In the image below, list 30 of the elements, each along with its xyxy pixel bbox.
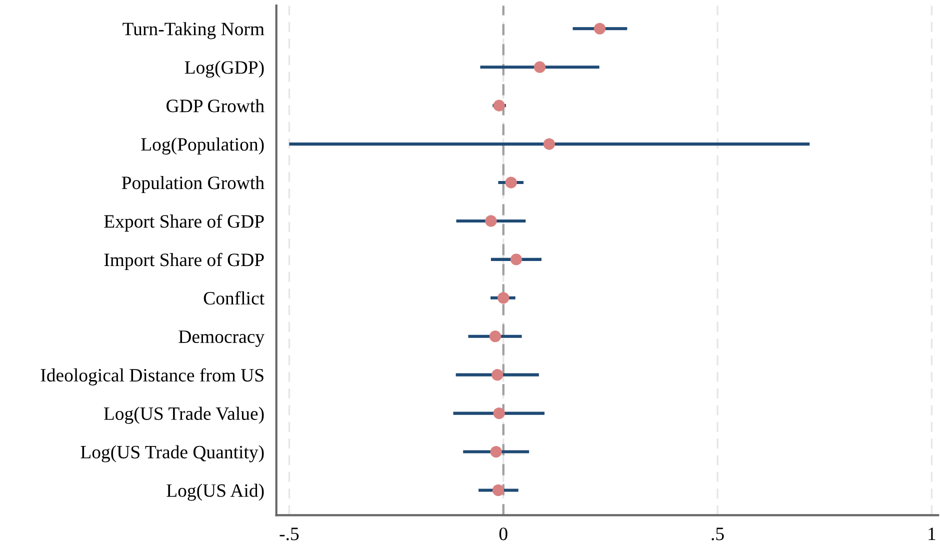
point bbox=[505, 176, 517, 188]
y-tick-label: Population Growth bbox=[122, 176, 264, 194]
y-tick-label: GDP Growth bbox=[166, 99, 264, 112]
y-tick-label: Log(US Aid) bbox=[166, 484, 264, 501]
y-tick-label: Democracy bbox=[178, 330, 264, 347]
y-tick-label: Conflict bbox=[204, 291, 264, 305]
y-tick-label: Ideological Distance from US bbox=[40, 368, 264, 386]
x-tick-label: 1 bbox=[928, 528, 936, 540]
point bbox=[594, 22, 606, 34]
y-tick-label: Export Share of GDP bbox=[104, 214, 264, 232]
point bbox=[534, 61, 546, 73]
point bbox=[489, 330, 502, 342]
y-tick-label: Log(GDP) bbox=[184, 60, 264, 78]
point bbox=[492, 484, 504, 496]
point bbox=[493, 407, 505, 420]
point bbox=[485, 215, 497, 227]
point bbox=[490, 446, 502, 458]
point bbox=[493, 100, 505, 112]
y-tick-label: Log(US Trade Value) bbox=[104, 406, 264, 424]
point bbox=[498, 292, 510, 304]
y-tick-label: Turn-Taking Norm bbox=[122, 22, 264, 40]
x-tick-label: .5 bbox=[712, 528, 724, 540]
y-tick-label: Log(US Trade Quantity) bbox=[80, 445, 264, 462]
x-tick-label: 0 bbox=[499, 528, 508, 540]
y-tick-label: Import Share of GDP bbox=[104, 252, 264, 270]
point bbox=[543, 138, 556, 150]
point bbox=[492, 369, 504, 381]
x-tick-label: -.5 bbox=[280, 528, 299, 540]
y-tick-label: Log(Population) bbox=[141, 138, 264, 155]
point bbox=[510, 254, 522, 266]
